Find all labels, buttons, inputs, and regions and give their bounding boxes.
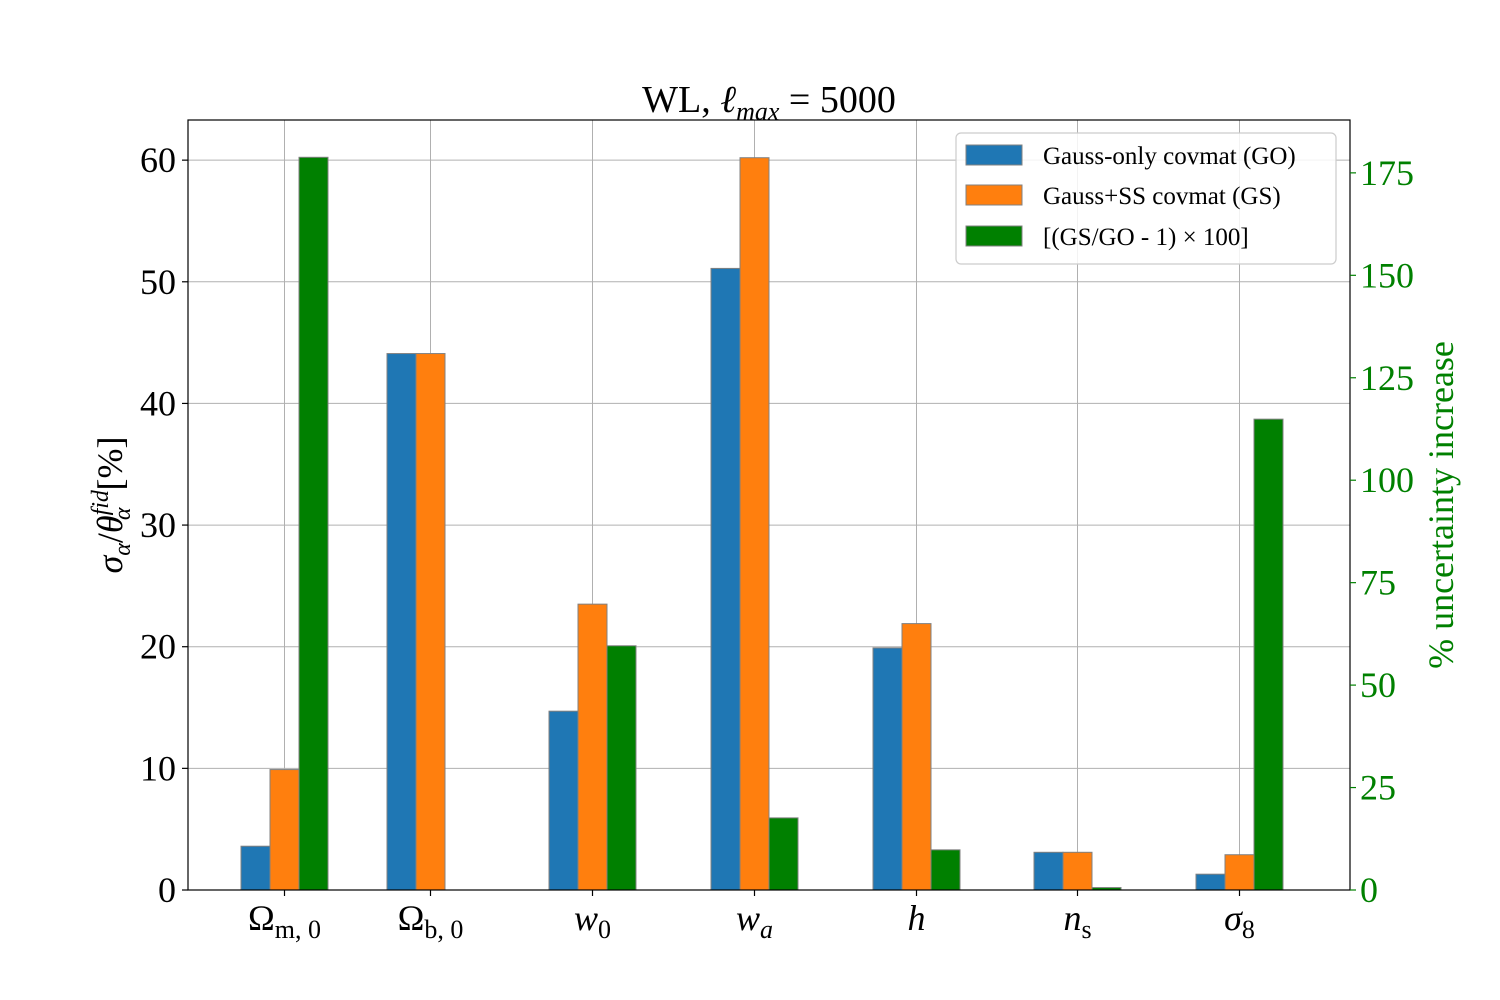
y-axis-label-left: σα/θfidα [%] xyxy=(88,437,136,574)
x-tick-label: Ωb, 0 xyxy=(398,898,464,944)
y-tick-label-left: 10 xyxy=(140,748,176,788)
bar-increase xyxy=(768,817,799,891)
y-tick-label-right: 50 xyxy=(1360,665,1396,705)
x-tick-label: ns xyxy=(1063,898,1091,944)
y-tick-label-right: 100 xyxy=(1360,460,1414,500)
bar-go xyxy=(710,267,741,891)
legend-swatch-go xyxy=(965,144,1023,166)
bar-go xyxy=(1033,851,1064,891)
legend-label-ratio: [(GS/GO - 1) × 100] xyxy=(1043,224,1249,251)
x-tick-label: h xyxy=(908,898,926,938)
legend-label-gs: Gauss+SS covmat (GS) xyxy=(1043,183,1281,210)
bar-go xyxy=(872,647,903,891)
y-tick-label-right: 25 xyxy=(1360,768,1396,808)
bar-gs xyxy=(1062,851,1093,891)
x-tick-label: σ8 xyxy=(1224,898,1255,944)
bars xyxy=(240,156,1284,891)
y-tick-label-right: 0 xyxy=(1360,870,1378,910)
legend-swatch-ratio xyxy=(965,225,1023,247)
bar-gs xyxy=(739,157,770,891)
axis-ticks: 0 10 20 30 40 50 60 0 25 50 75 100 125 150 175 Ωm, 0 Ωb,… xyxy=(140,140,1414,944)
bar-gs xyxy=(1224,854,1255,891)
y-tick-label-right: 125 xyxy=(1360,358,1414,398)
legend-box xyxy=(955,132,1337,265)
bar-gs xyxy=(901,623,932,891)
y-tick-label-right: 150 xyxy=(1360,255,1414,295)
bar-gs xyxy=(415,353,446,891)
bar-go xyxy=(1195,873,1226,891)
x-tick-label: w0 xyxy=(574,898,611,944)
bar-increase xyxy=(930,849,961,891)
bar-gs xyxy=(577,603,608,891)
legend-label-go: Gauss-only covmat (GO) xyxy=(1043,143,1296,170)
y-tick-label-left: 60 xyxy=(140,140,176,180)
chart-title: WL, ℓmax = 5000 xyxy=(642,79,896,126)
plot-frame xyxy=(187,119,1351,891)
legend: Gauss-only covmat (GO) Gauss+SS covmat (… xyxy=(955,132,1337,265)
y-tick-label-left: 0 xyxy=(158,870,176,910)
bar-increase xyxy=(1253,418,1284,891)
y-axis-label-right: % uncertainty increase xyxy=(1421,341,1461,669)
bar-go xyxy=(240,845,271,891)
bar-increase xyxy=(298,156,329,891)
x-tick-label: wa xyxy=(736,898,773,944)
y-tick-label-left: 50 xyxy=(140,262,176,302)
y-tick-label-left: 20 xyxy=(140,627,176,667)
bar-go xyxy=(548,710,579,891)
bar-go xyxy=(386,353,417,891)
y-tick-label-right: 75 xyxy=(1360,563,1396,603)
bar-increase xyxy=(606,645,637,891)
x-tick-label: Ωm, 0 xyxy=(248,898,321,944)
y-tick-label-right: 175 xyxy=(1360,153,1414,193)
bar-gs xyxy=(269,769,300,891)
y-tick-label-left: 40 xyxy=(140,383,176,423)
legend-swatch-gs xyxy=(965,184,1023,206)
y-tick-label-left: 30 xyxy=(140,505,176,545)
